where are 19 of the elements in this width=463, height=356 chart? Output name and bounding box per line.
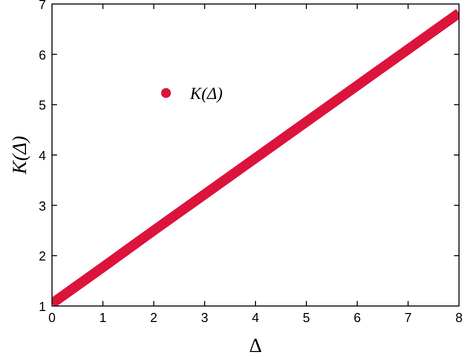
x-tick-label: 5 — [302, 310, 310, 325]
x-tick-label: 7 — [404, 310, 412, 325]
y-axis-title: K(Δ) — [9, 135, 31, 176]
x-tick-label: 3 — [201, 310, 208, 325]
y-tick-label: 3 — [38, 198, 46, 214]
y-tick-label: 7 — [38, 0, 46, 12]
x-tick-label: 0 — [48, 310, 56, 325]
y-tick-label: 6 — [38, 47, 46, 62]
x-tick-label: 4 — [252, 310, 260, 325]
y-tick-label: 5 — [38, 98, 46, 113]
x-tick-label: 8 — [455, 310, 463, 325]
y-tick-label: 1 — [38, 299, 46, 314]
legend-label: K(Δ) — [189, 84, 223, 103]
x-tick-label: 6 — [354, 310, 361, 325]
y-tick-label: 4 — [38, 148, 46, 163]
x-tick-label: 1 — [99, 310, 106, 325]
y-tick-label: 2 — [38, 248, 46, 264]
x-tick-label: 2 — [150, 310, 158, 325]
x-axis-title: Δ — [249, 335, 262, 356]
